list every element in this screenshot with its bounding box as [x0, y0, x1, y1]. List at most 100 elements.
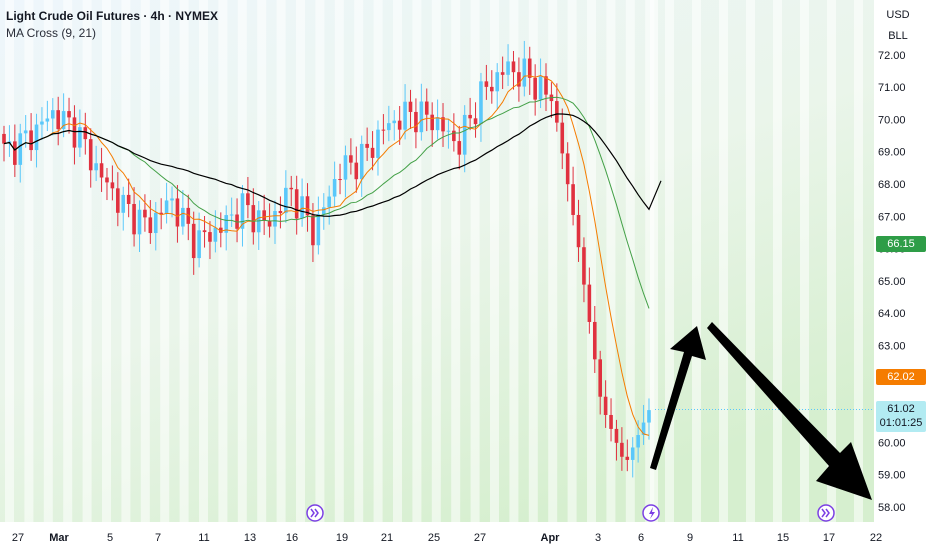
- candle-body: [126, 194, 131, 204]
- candle-body: [143, 209, 147, 218]
- candle-body: [479, 81, 483, 125]
- candle-body: [321, 207, 326, 215]
- session-band: [179, 0, 189, 522]
- candle-body: [392, 120, 397, 124]
- time-tick: Mar: [49, 532, 69, 544]
- session-band: [665, 0, 674, 522]
- session-band: [237, 0, 247, 522]
- candle-body: [61, 111, 66, 130]
- candle-body: [105, 177, 109, 183]
- candle-body: [414, 111, 418, 133]
- candle-body: [181, 207, 185, 227]
- candle-body: [332, 179, 337, 197]
- candle-body: [208, 232, 212, 242]
- candle-body: [267, 220, 272, 227]
- session-band: [140, 0, 150, 522]
- candle-body: [338, 179, 342, 181]
- candle-body: [376, 129, 380, 158]
- session-band: [63, 0, 73, 522]
- candle-body: [213, 227, 218, 242]
- candle-body: [354, 162, 359, 180]
- indicator-label[interactable]: MA Cross (9, 21): [6, 26, 97, 40]
- candle-body: [397, 120, 402, 130]
- candle-body: [603, 396, 608, 415]
- candle-body: [164, 200, 169, 214]
- unit-label[interactable]: BLL: [888, 30, 908, 42]
- last-price-tag: 61.02 01:01:25: [876, 401, 926, 433]
- candle-body: [365, 143, 369, 148]
- candle-body: [641, 422, 646, 436]
- candle-body: [191, 223, 196, 259]
- candle-body: [153, 212, 158, 234]
- ma-long-line: [3, 113, 662, 217]
- candle-body: [2, 133, 6, 144]
- session-band: [296, 0, 305, 522]
- candle-body: [506, 61, 510, 75]
- candle-body: [202, 230, 207, 233]
- candle-body: [159, 212, 163, 214]
- candle-body: [484, 81, 489, 87]
- session-band: [24, 0, 34, 522]
- candle-body: [636, 435, 640, 448]
- session-band: [692, 0, 701, 522]
- candle-body: [430, 114, 434, 131]
- candle-body: [278, 211, 283, 214]
- price-tick: 69.00: [878, 147, 906, 159]
- ma-fast-line: [3, 74, 650, 436]
- candle-body: [83, 127, 88, 140]
- candle-body: [598, 359, 602, 397]
- time-tick: 21: [381, 532, 393, 544]
- time-tick: 17: [823, 532, 835, 544]
- session-band: [625, 0, 635, 522]
- session-band: [800, 0, 809, 522]
- session-band: [393, 0, 402, 522]
- candle-body: [343, 155, 348, 180]
- candle-body: [327, 196, 331, 208]
- candle-body: [582, 247, 586, 285]
- session-band: [606, 0, 616, 522]
- session-band: [645, 0, 655, 522]
- candle-body: [620, 442, 624, 457]
- session-band: [43, 0, 53, 522]
- candle-body: [305, 196, 310, 216]
- candle-body: [284, 187, 288, 214]
- session-band: [5, 0, 14, 522]
- bar-countdown: 01:01:25: [879, 417, 923, 430]
- currency-label[interactable]: USD: [886, 9, 910, 21]
- time-scale-panel: [0, 522, 932, 550]
- candle-body: [300, 196, 304, 219]
- candle-body: [419, 101, 424, 133]
- candle-body: [359, 143, 364, 180]
- candle-body: [630, 447, 635, 460]
- candle-body: [647, 410, 651, 423]
- price-tick: 68.00: [878, 179, 906, 191]
- candle-body: [50, 110, 55, 119]
- candle-body: [311, 215, 315, 246]
- session-band: [199, 0, 208, 522]
- chart-title: Light Crude Oil Futures · 4h · NYMEX: [6, 9, 219, 23]
- candle-body: [40, 121, 44, 125]
- candle-body: [67, 111, 71, 118]
- candle-body: [370, 147, 375, 158]
- forward-icon-glyph: [310, 508, 319, 518]
- candle-body: [527, 58, 532, 78]
- candle-body: [175, 198, 180, 227]
- time-tick: 9: [687, 532, 693, 544]
- price-tick: 67.00: [878, 211, 906, 223]
- candle-body: [94, 163, 98, 171]
- candle-body: [316, 214, 321, 246]
- session-band: [587, 0, 596, 522]
- candle-body: [576, 214, 581, 248]
- candle-body: [186, 207, 191, 224]
- candle-body: [462, 114, 467, 155]
- time-tick: 15: [777, 532, 789, 544]
- candle-body: [435, 117, 440, 131]
- session-band: [650, 0, 658, 522]
- session-band: [121, 0, 131, 522]
- candle-body: [587, 284, 592, 322]
- session-band: [218, 0, 228, 522]
- candle-body: [544, 76, 548, 95]
- candle-body: [565, 153, 570, 185]
